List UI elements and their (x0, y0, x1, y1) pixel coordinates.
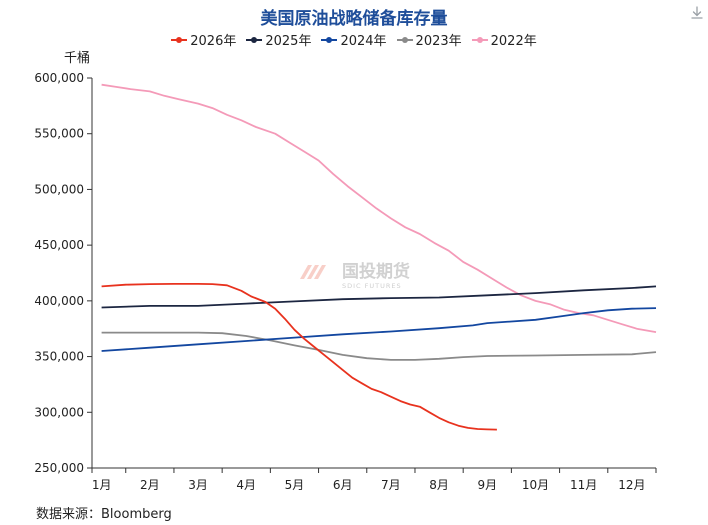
legend-swatch (321, 35, 338, 45)
watermark-text: 国投期货 (342, 261, 410, 282)
y-tick-label: 550,000 (34, 127, 84, 141)
download-icon[interactable] (689, 5, 705, 21)
x-tick-label: 12月 (618, 478, 645, 492)
legend-item-2025[interactable]: 2025年 (246, 30, 311, 49)
legend-label: 2022年 (490, 34, 537, 49)
x-tick-label: 11月 (570, 478, 597, 492)
chart-legend: 2026年 2025年 2024年 2023年 2022年 (0, 30, 708, 49)
legend-item-2024[interactable]: 2024年 (321, 30, 387, 49)
legend-swatch (471, 35, 488, 45)
legend-label: 2024年 (340, 34, 387, 49)
y-tick-label: 600,000 (34, 71, 84, 85)
watermark-logo-stripe (307, 265, 319, 279)
legend-swatch (246, 35, 263, 45)
x-tick-label: 9月 (477, 478, 497, 492)
y-tick-label: 300,000 (34, 405, 84, 419)
x-tick-label: 10月 (522, 478, 549, 492)
legend-label: 2023年 (415, 34, 462, 49)
legend-swatch (171, 35, 188, 45)
x-tick-label: 7月 (381, 478, 401, 492)
series-line-2024 (101, 307, 657, 352)
y-tick-label: 500,000 (34, 182, 84, 196)
x-tick-label: 2月 (140, 478, 160, 492)
y-tick-label: 400,000 (34, 294, 84, 308)
x-tick-label: 6月 (333, 478, 353, 492)
y-axis-unit-label: 千桶 (64, 51, 91, 66)
x-tick-label: 8月 (429, 478, 449, 492)
legend-swatch (396, 35, 413, 45)
series-line-2023 (101, 331, 657, 361)
x-tick-label: 4月 (236, 478, 256, 492)
x-tick-label: 5月 (285, 478, 305, 492)
x-tick-label: 3月 (188, 478, 208, 492)
series-line-2025 (101, 285, 657, 309)
x-tick-label: 1月 (92, 478, 112, 492)
legend-label: 2026年 (190, 34, 237, 49)
source-note: 数据来源：Bloomberg (36, 507, 172, 522)
series-line-2026 (101, 282, 497, 431)
legend-item-2026[interactable]: 2026年 (171, 30, 236, 49)
watermark-subtext: SDIC FUTURES (342, 282, 402, 290)
legend-item-2022[interactable]: 2022年 (471, 30, 537, 49)
watermark-logo-stripe (300, 265, 312, 279)
legend-label: 2025年 (265, 34, 312, 49)
y-tick-label: 450,000 (34, 238, 84, 252)
y-tick-label: 250,000 (34, 461, 84, 475)
y-tick-label: 350,000 (34, 350, 84, 364)
series-line-2022 (101, 83, 657, 333)
chart-title: 美国原油战略储备库存量 (260, 9, 448, 29)
watermark-logo-stripe (314, 265, 326, 279)
legend-item-2023[interactable]: 2023年 (396, 30, 462, 49)
